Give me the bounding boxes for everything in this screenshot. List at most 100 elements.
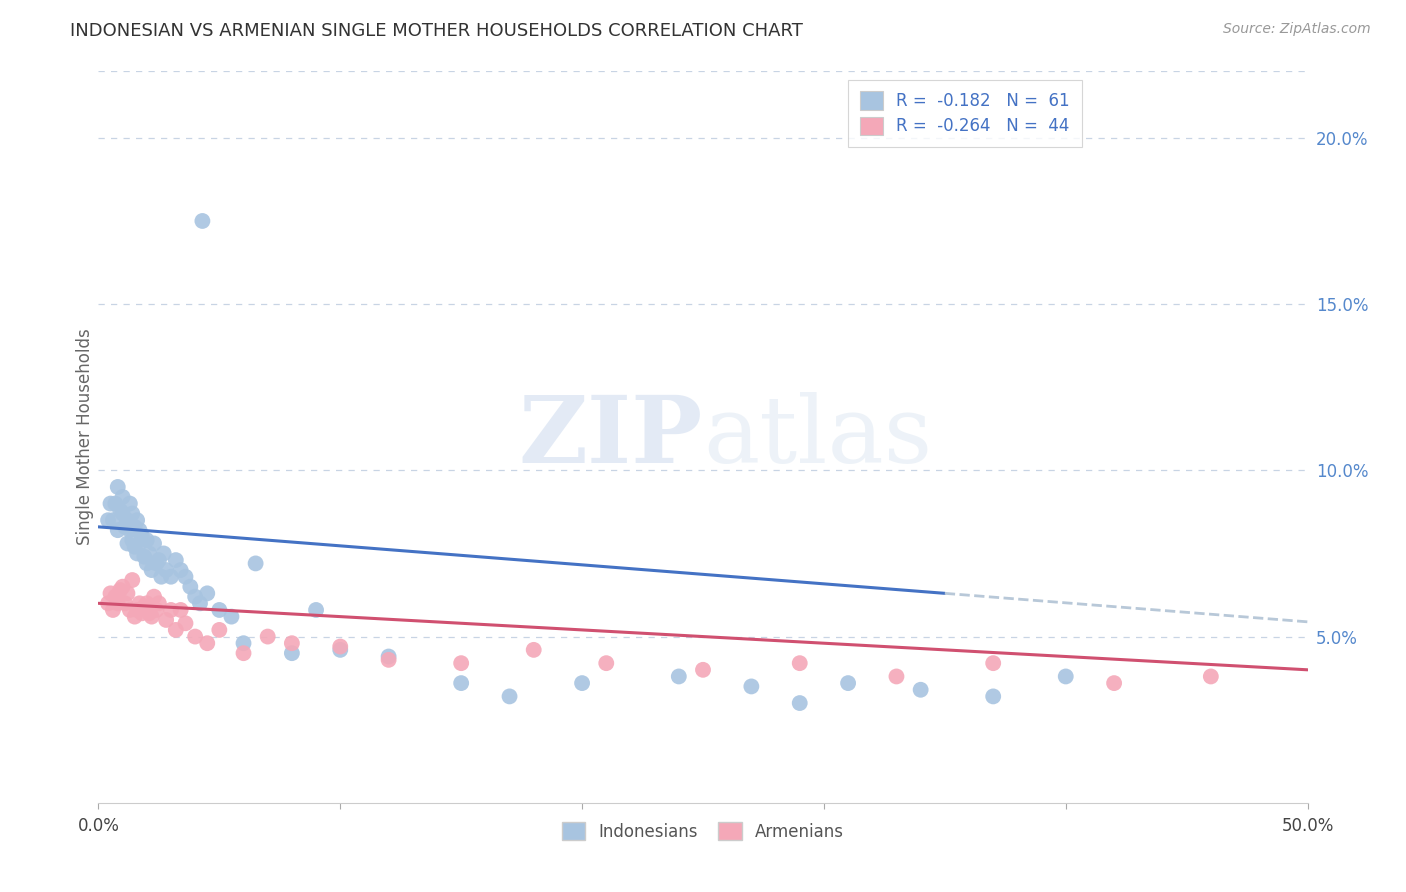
Point [108, 503, 131, 517]
Point [329, 643, 352, 657]
Point [128, 536, 150, 550]
Point [111, 490, 134, 504]
Point [135, 557, 157, 571]
Point [305, 603, 328, 617]
Point [134, 599, 156, 614]
Point [100, 497, 122, 511]
Point [131, 530, 153, 544]
Point [169, 563, 191, 577]
Point [152, 546, 174, 560]
Point [131, 607, 153, 621]
Point [188, 596, 211, 610]
Point [118, 497, 141, 511]
Point [165, 623, 187, 637]
Point [121, 573, 143, 587]
Point [789, 696, 811, 710]
Point [118, 523, 141, 537]
Point [281, 646, 304, 660]
Point [155, 563, 177, 577]
Point [184, 590, 207, 604]
Point [195, 586, 218, 600]
Point [281, 636, 304, 650]
Point [141, 563, 163, 577]
Point [174, 570, 197, 584]
Point [174, 616, 197, 631]
Point [101, 603, 124, 617]
Point [117, 586, 139, 600]
Point [111, 507, 134, 521]
Point [668, 669, 690, 683]
Y-axis label: Single Mother Households: Single Mother Households [76, 329, 94, 545]
Point [195, 636, 218, 650]
Point [121, 533, 143, 548]
Point [981, 656, 1004, 670]
Point [232, 636, 254, 650]
Point [155, 613, 177, 627]
Point [1199, 669, 1222, 683]
Point [148, 596, 170, 610]
Point [127, 603, 149, 617]
Point [208, 603, 231, 617]
Point [118, 603, 141, 617]
Point [160, 603, 183, 617]
Point [377, 649, 399, 664]
Point [160, 570, 183, 584]
Text: INDONESIAN VS ARMENIAN SINGLE MOTHER HOUSEHOLDS CORRELATION CHART: INDONESIAN VS ARMENIAN SINGLE MOTHER HOU… [70, 22, 803, 40]
Point [138, 607, 160, 621]
Point [329, 640, 352, 654]
Point [221, 609, 243, 624]
Point [981, 690, 1004, 704]
Text: Source: ZipAtlas.com: Source: ZipAtlas.com [1223, 22, 1371, 37]
Point [97, 513, 120, 527]
Point [124, 540, 146, 554]
Point [138, 546, 160, 560]
Point [107, 596, 129, 610]
Point [148, 553, 170, 567]
Point [1054, 669, 1077, 683]
Point [789, 656, 811, 670]
Point [128, 596, 150, 610]
Text: ZIP: ZIP [519, 392, 703, 482]
Point [910, 682, 932, 697]
Point [1102, 676, 1125, 690]
Point [595, 656, 617, 670]
Point [184, 630, 207, 644]
Legend: Indonesians, Armenians: Indonesians, Armenians [554, 814, 852, 849]
Point [107, 523, 129, 537]
Point [135, 596, 157, 610]
Point [124, 520, 146, 534]
Point [523, 643, 546, 657]
Point [245, 557, 267, 571]
Point [143, 536, 166, 550]
Point [135, 533, 157, 548]
Point [450, 656, 472, 670]
Point [127, 513, 149, 527]
Point [150, 570, 173, 584]
Point [571, 676, 593, 690]
Point [107, 480, 129, 494]
Point [165, 553, 187, 567]
Point [145, 603, 167, 617]
Point [169, 603, 191, 617]
Point [145, 557, 167, 571]
Point [740, 680, 762, 694]
Point [111, 580, 134, 594]
Point [837, 676, 859, 690]
Point [141, 609, 163, 624]
Point [117, 536, 139, 550]
Point [104, 590, 127, 604]
Text: atlas: atlas [703, 392, 932, 482]
Point [117, 513, 139, 527]
Point [191, 214, 214, 228]
Point [498, 690, 520, 704]
Point [101, 513, 124, 527]
Point [179, 580, 201, 594]
Point [208, 623, 231, 637]
Point [121, 507, 143, 521]
Point [128, 523, 150, 537]
Point [692, 663, 714, 677]
Point [127, 546, 149, 560]
Point [124, 609, 146, 624]
Point [108, 582, 131, 597]
Point [100, 586, 122, 600]
